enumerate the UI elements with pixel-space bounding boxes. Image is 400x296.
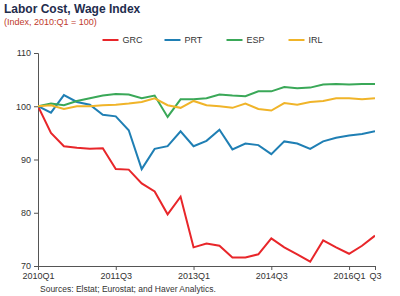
y-tick: 90 bbox=[21, 155, 38, 165]
x-tick: 2016Q1 bbox=[334, 266, 366, 281]
x-tick-label: 2010Q1 bbox=[22, 271, 54, 281]
x-tick-label: 2014Q3 bbox=[256, 271, 288, 281]
legend-label: GRC bbox=[123, 35, 144, 45]
x-tick-label: Q3 bbox=[369, 271, 381, 281]
x-tick: 2011Q3 bbox=[101, 266, 132, 281]
y-tick-mark bbox=[34, 106, 38, 107]
x-tick-label: 2013Q1 bbox=[178, 271, 210, 281]
x-tick-mark bbox=[375, 266, 376, 270]
y-tick-label: 100 bbox=[16, 102, 31, 112]
x-tick-mark bbox=[116, 266, 117, 270]
x-tick: 2014Q3 bbox=[256, 266, 288, 281]
x-axis: 2010Q1 2011Q3 2013Q1 2014Q3 2016Q1Q3 bbox=[22, 266, 381, 281]
legend-label: ESP bbox=[247, 35, 265, 45]
x-tick-mark bbox=[194, 266, 195, 270]
y-tick: 100 bbox=[16, 102, 38, 112]
y-tick-label: 90 bbox=[21, 155, 31, 165]
legend-swatch bbox=[289, 39, 305, 41]
x-tick-mark bbox=[349, 266, 350, 270]
x-tick-label: 2016Q1 bbox=[334, 271, 366, 281]
chart-subtitle: (Index, 2010:Q1 = 100) bbox=[4, 17, 97, 27]
x-tick: Q3 bbox=[369, 266, 381, 281]
y-tick-mark bbox=[34, 266, 38, 267]
y-tick: 110 bbox=[17, 48, 38, 58]
y-tick-mark bbox=[34, 160, 38, 161]
legend-label: IRL bbox=[309, 35, 323, 45]
y-tick: 80 bbox=[21, 208, 38, 218]
y-tick: 70 bbox=[21, 261, 38, 271]
y-tick-label: 80 bbox=[21, 208, 31, 218]
chart-title: Labor Cost, Wage Index bbox=[4, 2, 141, 16]
y-tick-mark bbox=[34, 213, 38, 214]
source-note: Sources: Elstat; Eurostat; and Haver Ana… bbox=[40, 284, 216, 294]
x-tick-label: 2011Q3 bbox=[101, 271, 132, 281]
legend-swatch bbox=[165, 39, 181, 41]
legend-label: PRT bbox=[185, 35, 203, 45]
legend-swatch bbox=[227, 39, 243, 41]
x-tick: 2010Q1 bbox=[22, 266, 54, 281]
x-tick: 2013Q1 bbox=[178, 266, 210, 281]
y-axis: 70 80 90 100 110 bbox=[16, 48, 39, 271]
y-tick-label: 110 bbox=[17, 48, 31, 58]
y-tick-mark bbox=[34, 53, 38, 54]
x-tick-mark bbox=[271, 266, 272, 270]
x-axis-line bbox=[39, 267, 376, 271]
y-tick-label: 70 bbox=[21, 261, 31, 271]
legend: GRC PRT ESP IRL bbox=[103, 35, 323, 45]
y-axis-line bbox=[34, 54, 39, 267]
line-series bbox=[38, 98, 375, 110]
legend-item: IRL bbox=[289, 35, 323, 45]
legend-item: GRC bbox=[103, 35, 144, 45]
line-series bbox=[38, 95, 375, 169]
x-tick-mark bbox=[38, 266, 39, 270]
legend-item: ESP bbox=[227, 35, 265, 45]
legend-swatch bbox=[103, 39, 119, 41]
plot-area bbox=[38, 84, 375, 262]
line-series bbox=[38, 84, 375, 117]
legend-item: PRT bbox=[165, 35, 203, 45]
line-series bbox=[38, 106, 375, 261]
